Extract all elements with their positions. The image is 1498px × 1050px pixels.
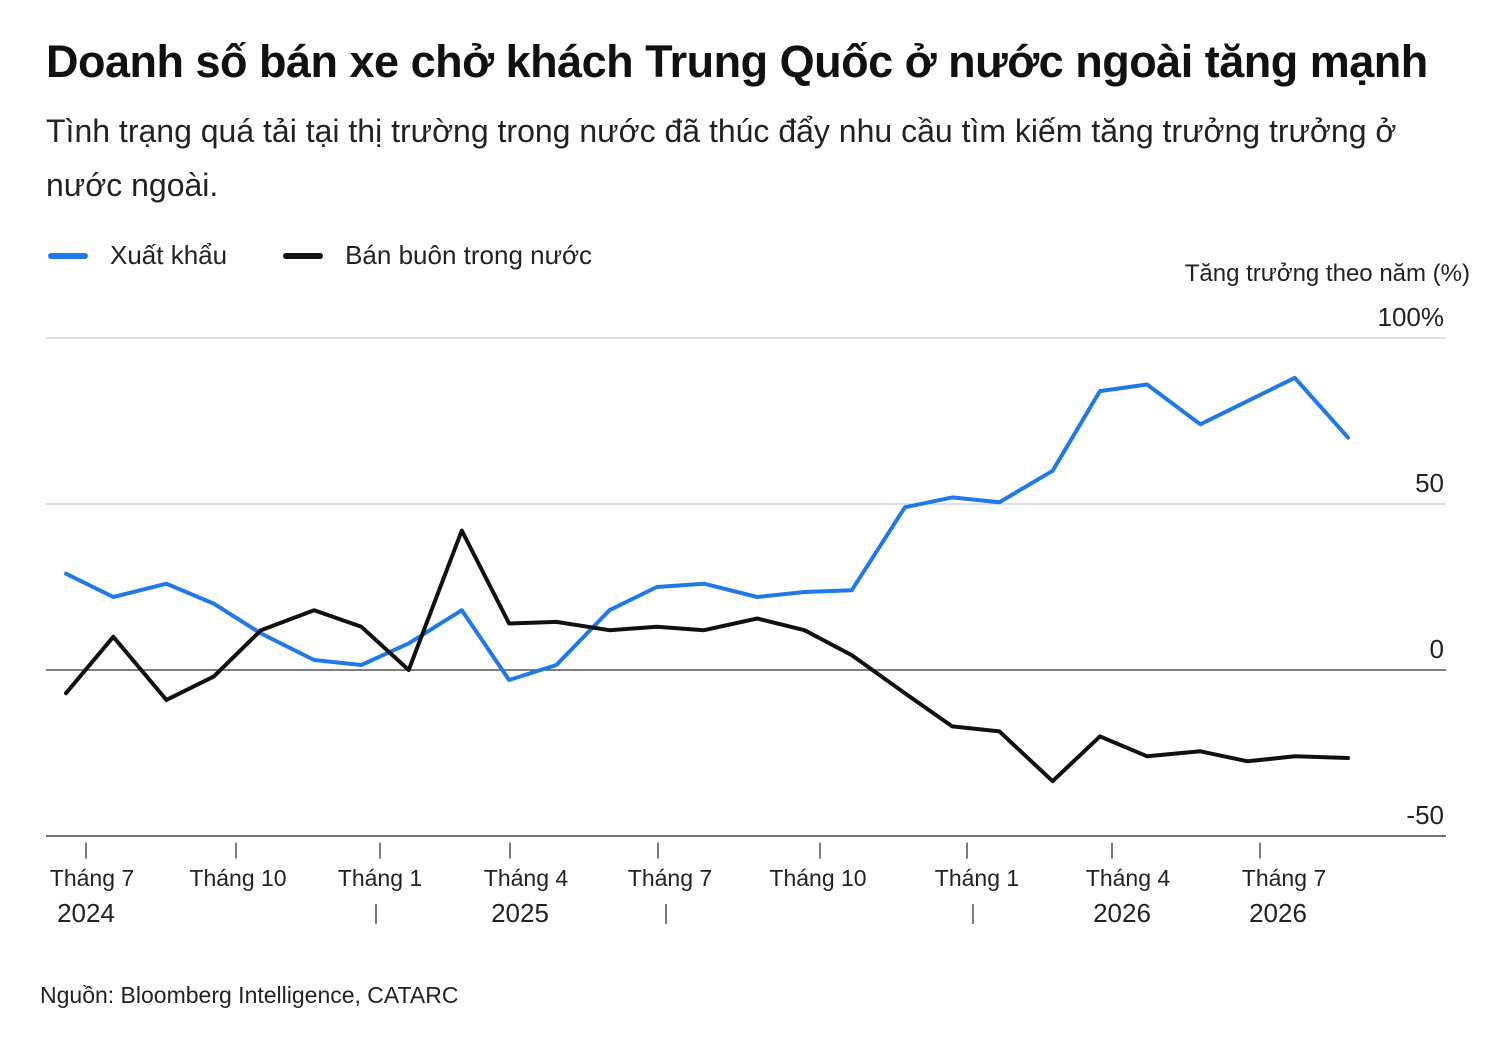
- chart-title: Doanh số bán xe chở khách Trung Quốc ở n…: [46, 36, 1428, 87]
- x-tick-label: Tháng 4: [484, 865, 569, 891]
- x-tick-label: Tháng 10: [769, 865, 866, 891]
- x-tick-label: Tháng 1: [338, 865, 422, 891]
- y-tick-label: -50: [1406, 800, 1444, 830]
- series-line-domestic: [64, 528, 1350, 784]
- x-tick-label: Tháng 7: [1242, 865, 1326, 891]
- x-tick-label: Tháng 10: [189, 865, 286, 891]
- legend-label-domestic: Bán buôn trong nước: [345, 240, 593, 270]
- x-tick-label: Tháng 7: [628, 865, 712, 891]
- source-note: Nguồn: Bloomberg Intelligence, CATARC: [40, 982, 459, 1008]
- series-line-exports: [64, 375, 1350, 682]
- x-tick-label: Tháng 4: [1086, 865, 1171, 891]
- legend: Xuất khẩu Bán buôn trong nước: [48, 240, 648, 271]
- legend-item-domestic: Bán buôn trong nước: [283, 240, 592, 271]
- x-tick-year-label: 2026: [1249, 898, 1307, 928]
- y-tick-label: 50: [1415, 468, 1444, 498]
- legend-swatch-domestic: [283, 252, 324, 259]
- y-axis-title: Tăng trưởng theo năm (%): [1184, 260, 1470, 287]
- x-tick-year-label: 2024: [57, 898, 115, 928]
- legend-label-exports: Xuất khẩu: [110, 240, 228, 270]
- x-tick-label: Tháng 7: [50, 865, 134, 891]
- legend-item-exports: Xuất khẩu: [48, 240, 227, 271]
- y-tick-label: 0: [1430, 634, 1444, 664]
- y-tick-label: 100%: [1378, 302, 1445, 332]
- legend-swatch-exports: [48, 252, 88, 259]
- chart-subtitle: Tình trạng quá tải tại thị trường trong …: [46, 113, 1397, 203]
- x-tick-year-label: 2025: [491, 898, 549, 928]
- x-tick-label: Tháng 1: [935, 865, 1019, 891]
- x-tick-year-label: 2026: [1093, 898, 1151, 928]
